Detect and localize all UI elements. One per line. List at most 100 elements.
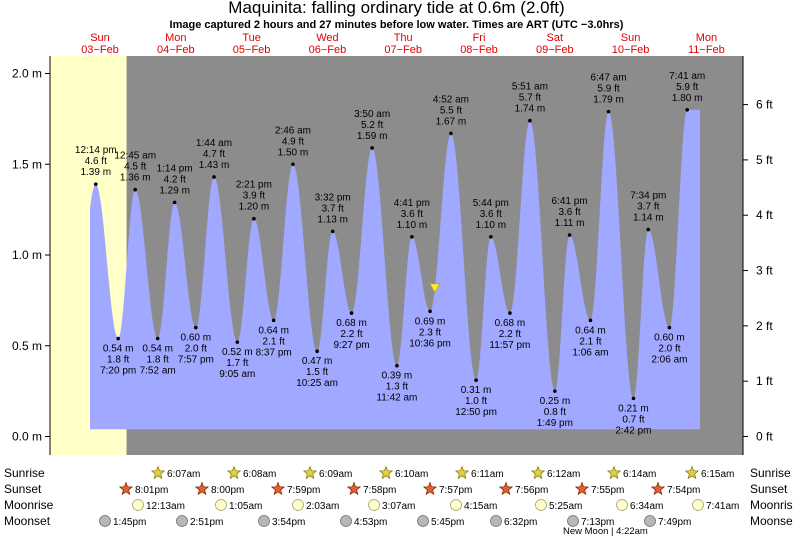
low-tide-ft: 2.2 ft	[340, 329, 362, 340]
moonrise-time: 2:03am	[306, 501, 339, 512]
high-tide-time: 12:14 pm	[75, 145, 117, 156]
low-tide-time: 10:36 pm	[409, 338, 451, 349]
low-tide-point	[508, 311, 512, 315]
moonset-time: 4:53pm	[354, 517, 387, 528]
row-label-left-sunset: Sunset	[4, 482, 42, 496]
sunset-icon	[270, 481, 286, 496]
moonset-time: 6:32pm	[504, 517, 537, 528]
high-tide-m: 1.59 m	[357, 131, 388, 142]
high-tide-ft: 4.7 ft	[203, 149, 225, 160]
sunrise-icon	[684, 465, 700, 480]
y-tick-label-m: 2.0 m	[12, 67, 42, 81]
high-tide-point	[172, 200, 177, 205]
high-tide-time: 7:41 am	[669, 71, 705, 82]
moonrise-time: 12:13am	[146, 501, 185, 512]
high-tide-time: 5:51 am	[512, 82, 548, 93]
high-tide-m: 1.43 m	[199, 160, 230, 171]
low-tide-ft: 0.8 ft	[544, 407, 566, 418]
moonrise-time: 7:41am	[706, 501, 739, 512]
row-label-right-sunrise: Sunrise	[750, 466, 791, 480]
low-tide-time: 1:49 pm	[537, 418, 573, 429]
low-tide-m: 0.54 m	[103, 343, 134, 354]
high-tide-m: 1.50 m	[278, 147, 309, 158]
axes: 0.0 m 0.5 m 1.0 m 1.5 m 2.0 m 0 ft 1 ft 2 ft 3 f…	[12, 56, 773, 455]
moonset-time: 7:13pm	[581, 517, 614, 528]
day-date: 11−Feb	[688, 44, 725, 56]
high-tide-point	[449, 131, 453, 136]
moonset-icon	[99, 515, 111, 527]
low-tide-point	[428, 309, 432, 314]
low-tide-m: 0.60 m	[181, 333, 212, 344]
high-tide-point	[212, 175, 216, 179]
low-tide-point	[315, 349, 319, 353]
sunrise-time: 6:14am	[623, 469, 656, 480]
moonrise-time: 4:15am	[464, 501, 497, 512]
high-tide-m: 1.20 m	[239, 202, 270, 213]
moonset-icon	[340, 515, 352, 527]
low-tide-ft: 1.0 ft	[465, 396, 487, 407]
moonset-time: 5:45pm	[431, 517, 464, 528]
low-tide-time: 7:57 pm	[178, 355, 214, 366]
sunset-time: 7:59pm	[287, 485, 320, 496]
day-name: Sun	[621, 32, 641, 44]
row-label-left-moonset: Moonset	[4, 514, 51, 528]
sunrise-icon	[150, 465, 166, 480]
sunset-icon	[346, 481, 362, 496]
y-tick-label-ft: 2 ft	[756, 319, 773, 333]
low-tide-ft: 1.3 ft	[386, 382, 408, 393]
low-tide-ft: 2.0 ft	[658, 344, 680, 355]
high-tide-m: 1.10 m	[397, 220, 428, 231]
high-tide-ft: 3.9 ft	[243, 191, 265, 202]
sunset-icon	[118, 481, 134, 496]
low-tide-point	[349, 311, 354, 315]
y-tick-label-ft: 3 ft	[756, 264, 773, 278]
low-tide-m: 0.60 m	[654, 333, 685, 344]
high-tide-time: 2:46 am	[275, 125, 311, 136]
row-label-right-sunset: Sunset	[750, 482, 788, 496]
high-tide-point	[567, 233, 572, 237]
high-tide-time: 12:45 am	[114, 151, 156, 162]
day-date: 06−Feb	[309, 44, 347, 56]
sunset-time: 7:57pm	[439, 485, 472, 496]
low-tide-point	[395, 363, 399, 368]
day-name: Thu	[394, 32, 413, 44]
high-tide-time: 1:14 pm	[157, 163, 193, 174]
high-tide-m: 1.13 m	[317, 214, 348, 225]
y-tick-label-ft: 4 ft	[756, 208, 773, 222]
row-label-right-moonrise: Moonrise	[750, 498, 793, 512]
high-tide-time: 4:41 pm	[394, 198, 430, 209]
day-name: Fri	[473, 32, 486, 44]
low-tide-m: 0.52 m	[222, 347, 253, 358]
moonrise-icon	[292, 499, 304, 511]
moonset-time: 7:49pm	[658, 517, 691, 528]
high-tide-time: 2:21 pm	[236, 180, 272, 191]
high-tide-ft: 3.6 ft	[558, 207, 580, 218]
sunrise-time: 6:12am	[547, 469, 580, 480]
sunrise-time: 6:11am	[471, 469, 504, 480]
low-tide-time: 8:37 pm	[256, 347, 292, 358]
low-tide-point	[194, 325, 198, 330]
sunrise-icon	[606, 465, 622, 480]
high-tide-ft: 4.5 ft	[124, 162, 146, 173]
high-tide-m: 1.36 m	[120, 173, 151, 184]
sunset-time: 7:58pm	[363, 485, 396, 496]
low-tide-time: 12:50 pm	[455, 407, 497, 418]
sunrise-time: 6:07am	[167, 469, 200, 480]
low-tide-ft: 1.7 ft	[226, 358, 248, 369]
high-tide-m: 1.14 m	[633, 213, 664, 224]
low-tide-m: 0.25 m	[540, 396, 571, 407]
moonset-icon	[176, 515, 188, 527]
low-tide-ft: 1.5 ft	[306, 367, 328, 378]
moonrise-time: 1:05am	[229, 501, 262, 512]
low-tide-ft: 2.0 ft	[185, 344, 207, 355]
y-tick-label-m: 1.5 m	[12, 157, 42, 171]
low-tide-time: 2:42 pm	[615, 425, 651, 436]
high-tide-point	[291, 162, 295, 167]
low-tide-time: 10:25 am	[296, 378, 338, 389]
high-tide-time: 3:50 am	[354, 109, 390, 120]
low-tide-m: 0.39 m	[382, 371, 413, 382]
low-tide-point	[553, 389, 557, 393]
row-label-left-moonrise: Moonrise	[4, 498, 54, 512]
high-tide-ft: 3.6 ft	[401, 209, 423, 220]
high-tide-m: 1.67 m	[436, 116, 467, 127]
